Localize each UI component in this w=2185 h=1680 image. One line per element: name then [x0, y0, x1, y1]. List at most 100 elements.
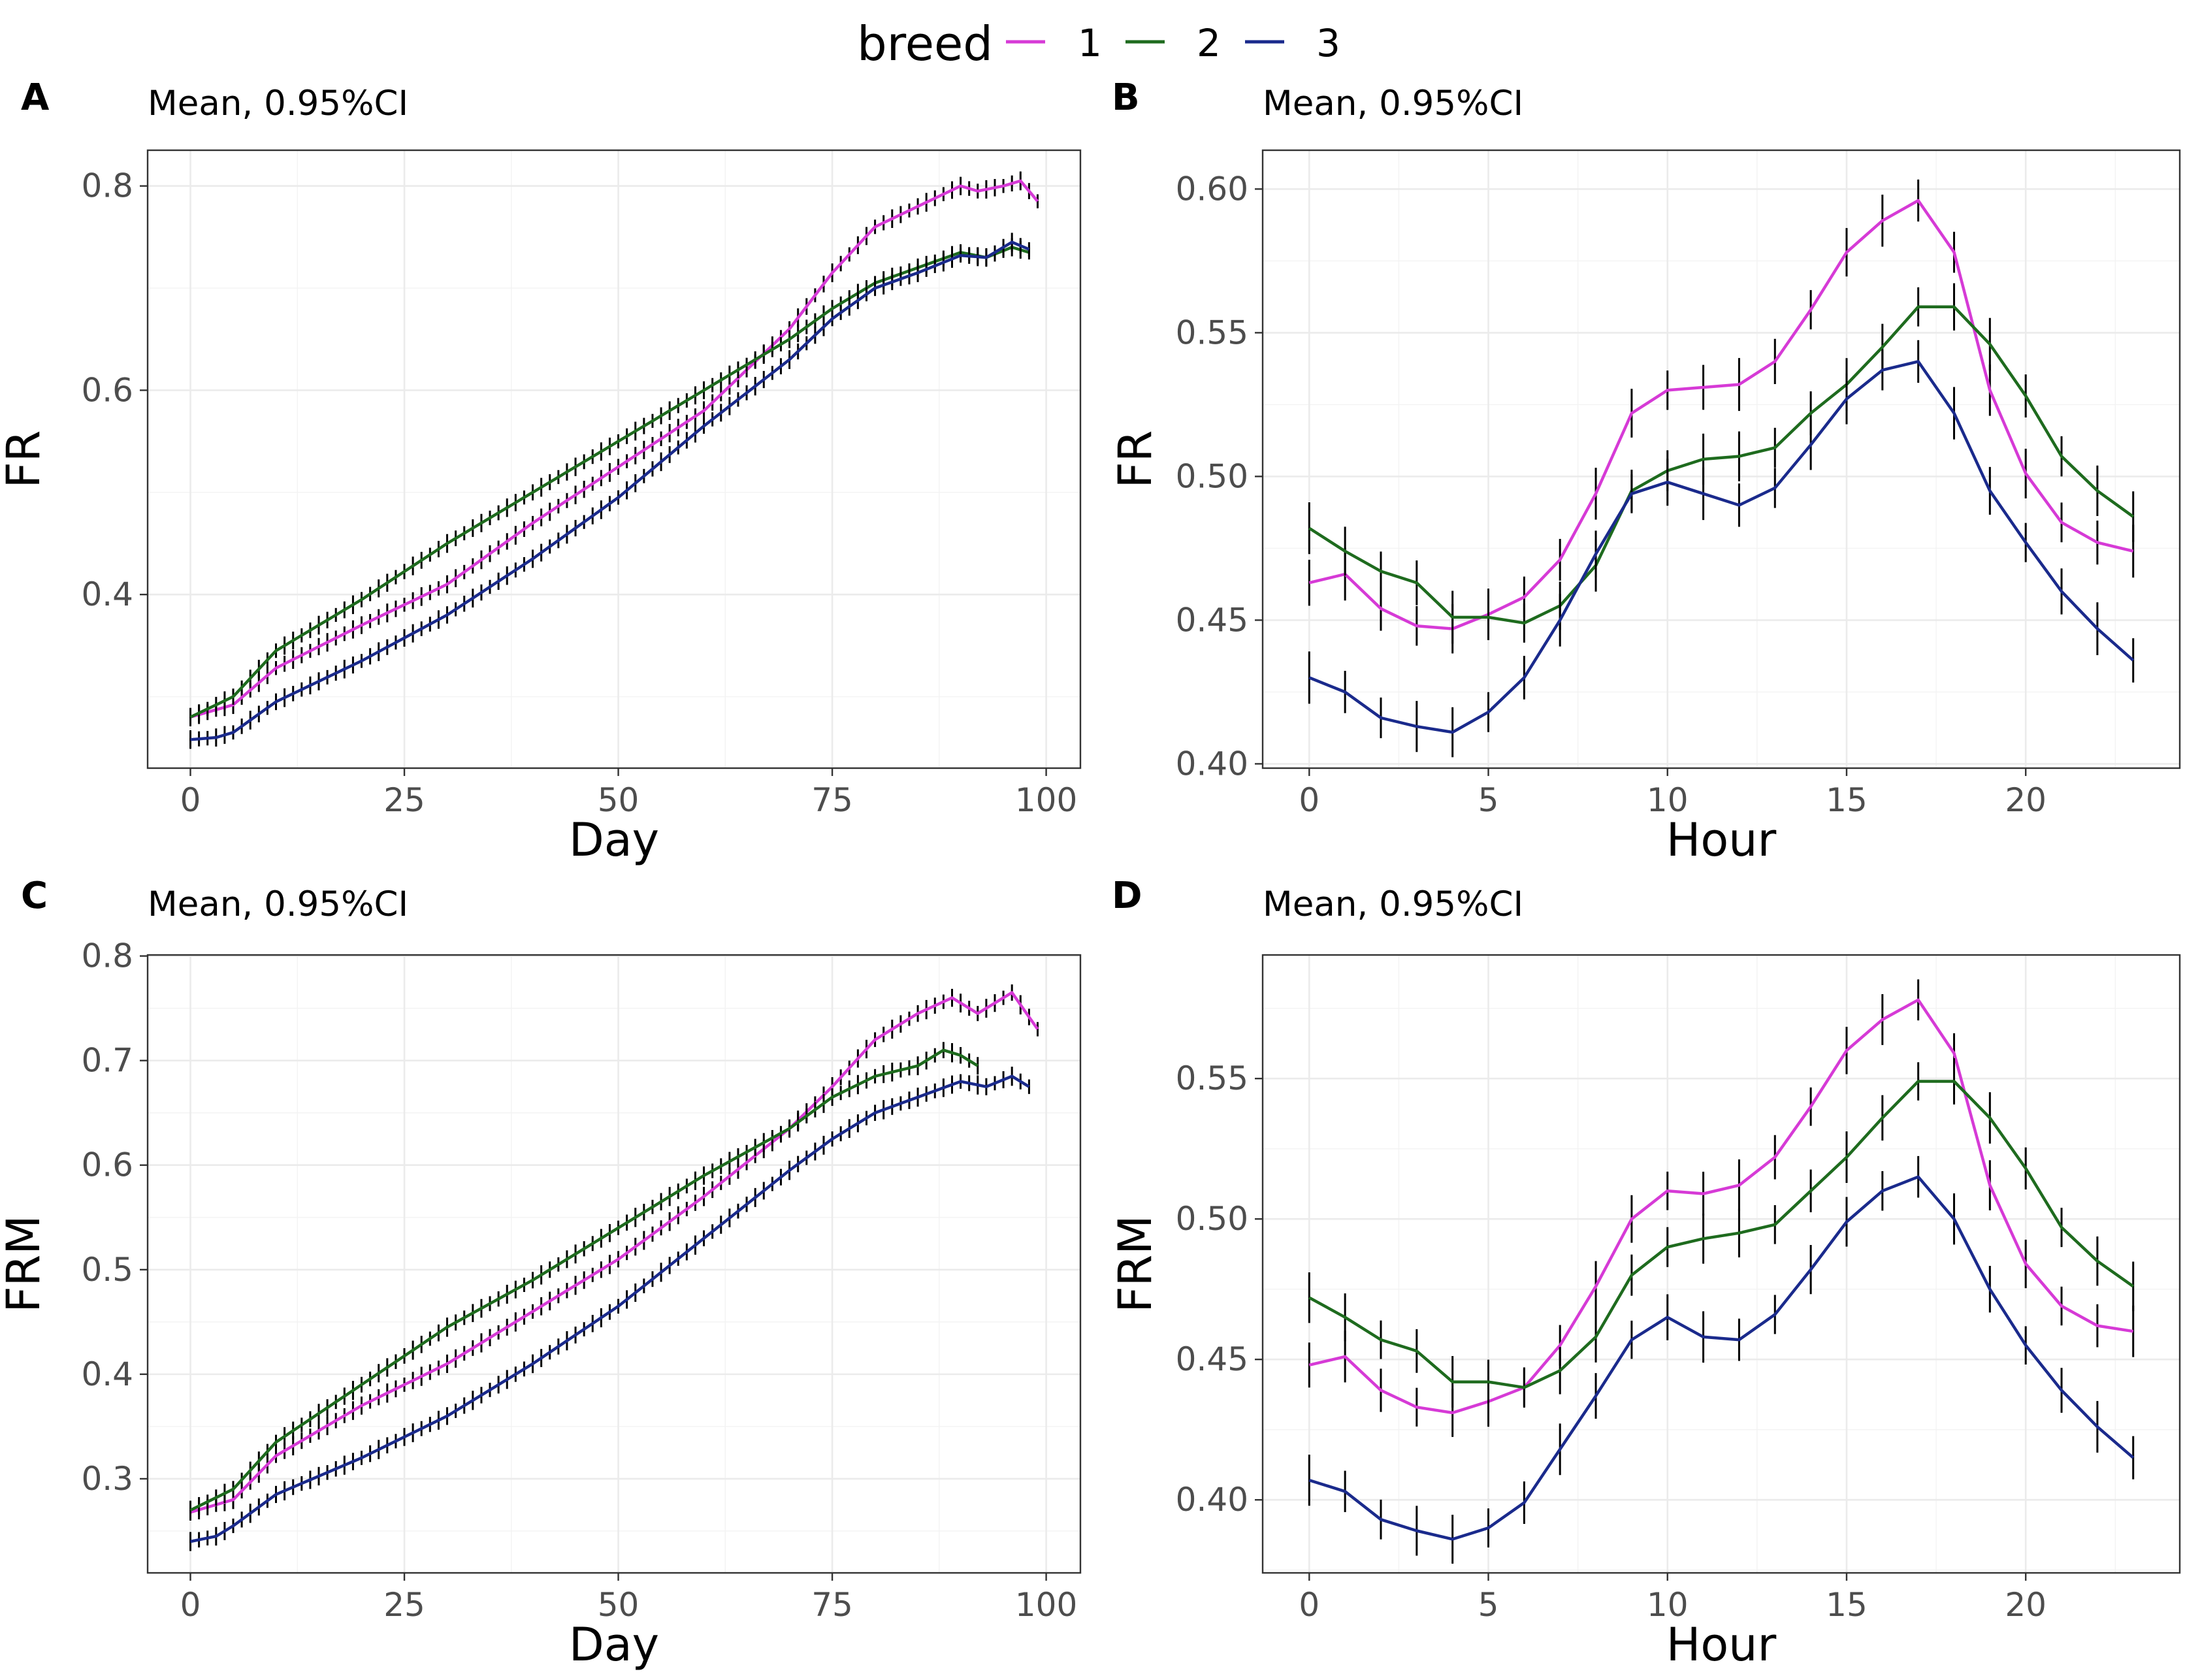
y-axis-title: FR — [1109, 430, 1162, 489]
legend-label-2: 2 — [1197, 21, 1221, 65]
y-tick-label: 0.40 — [1176, 745, 1248, 783]
x-tick-label: 0 — [1299, 1586, 1319, 1624]
y-tick-label: 0.5 — [81, 1251, 133, 1289]
y-axis: 0.3 0.4 0.5 0.6 0.7 0.8 — [81, 937, 148, 1498]
plot-frame — [1261, 149, 2181, 769]
panel-d: 0 5 10 15 20 0.40 0.45 0.50 0.55 Hour FRM Mean, 0.9… — [1109, 875, 2181, 1672]
y-axis-title: FRM — [0, 1215, 50, 1312]
x-tick-label: 0 — [1299, 781, 1319, 819]
x-tick-label: 50 — [598, 781, 639, 819]
y-tick-label: 0.45 — [1176, 601, 1248, 639]
x-tick-label: 100 — [1015, 781, 1077, 819]
plot-frame — [1261, 954, 2181, 1574]
series-breed-1 — [1308, 979, 2135, 1437]
plot-frame — [146, 954, 1082, 1574]
y-tick-label: 0.60 — [1176, 170, 1248, 208]
x-tick-label: 10 — [1647, 781, 1689, 819]
plot-frame — [146, 149, 1082, 769]
y-tick-label: 0.55 — [1176, 1059, 1248, 1097]
legend-label-1: 1 — [1078, 21, 1102, 65]
legend-item-2: 2 — [1125, 21, 1221, 65]
series-breed-1 — [1308, 179, 2135, 654]
x-axis-title: Hour — [1666, 813, 1777, 867]
major-gridlines — [148, 955, 1080, 1573]
series-breed-3 — [189, 1067, 1030, 1551]
series-line-breed-2 — [1308, 1080, 2134, 1389]
x-tick-label: 75 — [811, 1586, 853, 1624]
x-tick-label: 20 — [2005, 1586, 2047, 1624]
y-tick-label: 0.55 — [1176, 314, 1248, 351]
y-axis: 0.40 0.45 0.50 0.55 — [1176, 1059, 1263, 1519]
x-tick-label: 15 — [1826, 1586, 1868, 1624]
x-tick-label: 15 — [1826, 781, 1868, 819]
x-tick-label: 5 — [1478, 781, 1499, 819]
series-line-breed-1 — [1308, 998, 2134, 1415]
y-tick-label: 0.8 — [81, 937, 133, 975]
x-axis: 0 25 50 75 100 — [180, 1573, 1077, 1624]
legend-item-3: 3 — [1245, 21, 1340, 65]
panel-tag: B — [1112, 76, 1140, 119]
x-tick-label: 75 — [811, 781, 853, 819]
y-tick-label: 0.8 — [81, 167, 133, 205]
legend-title: breed — [857, 16, 993, 71]
series-breed-2 — [1308, 1058, 2135, 1408]
panel-subtitle: Mean, 0.95%CI — [148, 84, 408, 123]
minor-gridlines — [148, 150, 1080, 768]
series-line-breed-1 — [1308, 199, 2134, 630]
panel-c: 0 25 50 75 100 0.3 0.4 0.5 0.6 0.7 0.8 Day FRM Mean, … — [0, 875, 1082, 1672]
series-line-breed-2 — [189, 246, 1030, 719]
minor-gridlines — [148, 955, 1080, 1573]
y-tick-label: 0.3 — [81, 1460, 133, 1498]
major-gridlines — [1263, 955, 2180, 1573]
series-breed-2 — [189, 1042, 979, 1520]
series-breed-3 — [189, 233, 1030, 749]
series-line-breed-3 — [1308, 360, 2135, 734]
legend: breed 1 2 3 — [857, 16, 1340, 71]
x-tick-label: 25 — [383, 781, 425, 819]
panel-tag: A — [21, 76, 50, 119]
minor-gridlines — [1263, 150, 2180, 768]
y-tick-label: 0.6 — [81, 1146, 133, 1184]
series-line-breed-3 — [190, 1074, 1030, 1543]
x-tick-label: 20 — [2005, 781, 2047, 819]
series-breed-3 — [1308, 1155, 2135, 1564]
y-axis-title: FR — [0, 430, 50, 489]
x-tick-label: 100 — [1015, 1586, 1077, 1624]
panel-subtitle: Mean, 0.95%CI — [1263, 84, 1523, 123]
x-tick-label: 25 — [383, 1586, 425, 1624]
y-tick-label: 0.45 — [1176, 1340, 1248, 1378]
x-tick-label: 0 — [180, 1586, 201, 1624]
minor-gridlines — [1263, 955, 2180, 1573]
y-tick-label: 0.50 — [1176, 1200, 1248, 1238]
panel-b: 0 5 10 15 20 0.40 0.45 0.50 0.55 0.60 Hour FR Mean, … — [1109, 76, 2181, 867]
x-tick-label: 0 — [180, 781, 201, 819]
series-line-breed-3 — [190, 240, 1030, 741]
series-line-breed-2 — [189, 1048, 979, 1512]
y-tick-label: 0.50 — [1176, 457, 1248, 495]
plot-background — [148, 955, 1080, 1573]
panel-subtitle: Mean, 0.95%CI — [1263, 884, 1523, 924]
y-tick-label: 0.4 — [81, 1355, 133, 1393]
y-axis: 0.4 0.6 0.8 — [81, 167, 148, 613]
panel-tag: D — [1112, 875, 1142, 917]
panel-tag: C — [21, 875, 48, 917]
panel-a: 0 25 50 75 100 0.4 0.6 0.8 Day FR Mean, 0.95%CI A — [0, 76, 1082, 867]
y-tick-label: 0.7 — [81, 1042, 133, 1080]
x-tick-label: 50 — [598, 1586, 639, 1624]
series-line-breed-1 — [189, 991, 1039, 1514]
x-axis: 0 25 50 75 100 — [180, 768, 1077, 819]
x-axis-title: Hour — [1666, 1618, 1777, 1672]
panel-subtitle: Mean, 0.95%CI — [148, 884, 408, 924]
series-line-breed-1 — [189, 179, 1039, 719]
series-line-breed-2 — [1308, 305, 2135, 625]
x-axis-title: Day — [569, 1618, 659, 1672]
legend-label-3: 3 — [1316, 21, 1340, 65]
y-axis-title: FRM — [1109, 1215, 1162, 1312]
plot-background — [148, 150, 1080, 768]
series-line-breed-3 — [1308, 1175, 2135, 1541]
y-axis: 0.40 0.45 0.50 0.55 0.60 — [1176, 170, 1263, 783]
x-axis-title: Day — [569, 813, 659, 867]
y-tick-label: 0.6 — [81, 371, 133, 409]
y-tick-label: 0.40 — [1176, 1481, 1248, 1519]
legend-item-1: 1 — [1006, 21, 1102, 65]
